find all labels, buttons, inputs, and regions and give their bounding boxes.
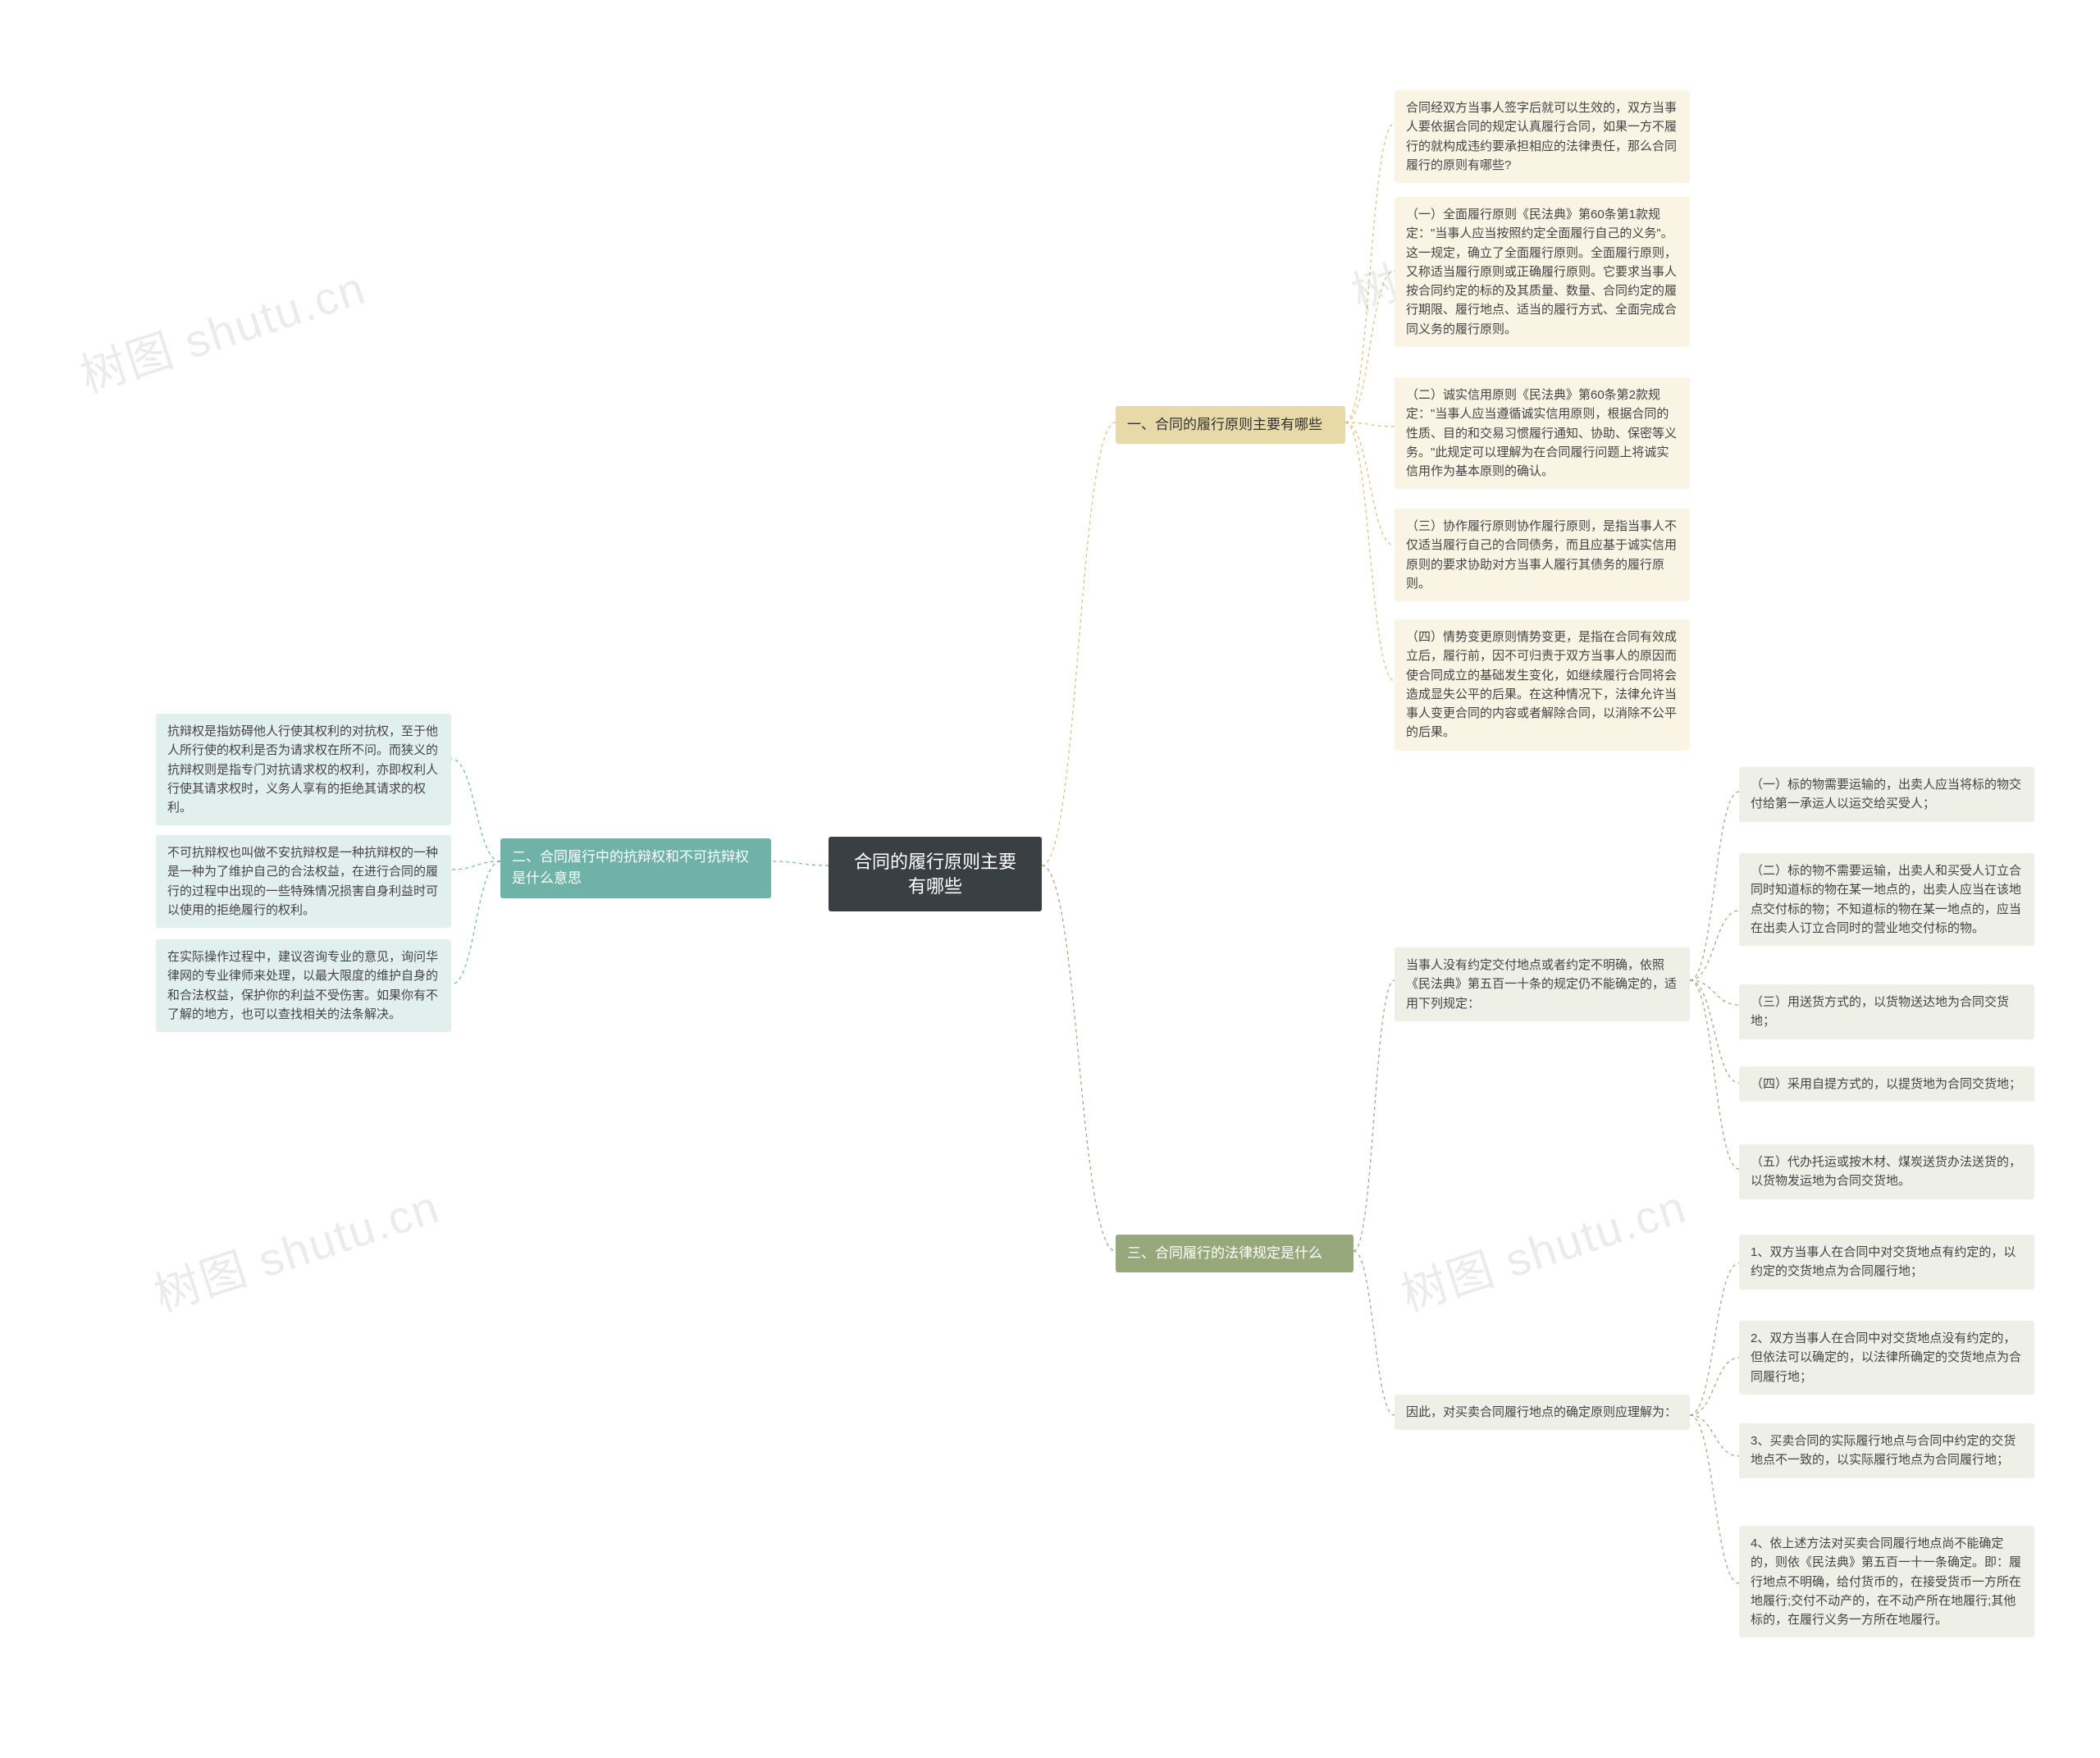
leaf-node: （五）代办托运或按木材、煤炭送货办法送货的，以货物发运地为合同交货地。 [1739,1144,2034,1199]
leaf-node: （一）标的物需要运输的，出卖人应当将标的物交付给第一承运人以运交给买受人； [1739,767,2034,822]
root-node: 合同的履行原则主要有哪些 [829,837,1042,911]
leaf-node: （四）采用自提方式的，以提货地为合同交货地； [1739,1066,2034,1102]
leaf-node: 1、双方当事人在合同中对交货地点有约定的，以约定的交货地点为合同履行地； [1739,1235,2034,1290]
branch-2: 二、合同履行中的抗辩权和不可抗辩权是什么意思 [500,838,771,898]
leaf-node: 2、双方当事人在合同中对交货地点没有约定的，但依法可以确定的，以法律所确定的交货… [1739,1321,2034,1395]
watermark: 树图 shutu.cn [71,251,373,406]
leaf-node: （三）用送货方式的，以货物送达地为合同交货地； [1739,984,2034,1039]
leaf-node: 4、依上述方法对买卖合同履行地点尚不能确定的，则依《民法典》第五百一十一条确定。… [1739,1526,2034,1637]
leaf-node: 抗辩权是指妨碍他人行使其权利的对抗权，至于他人所行使的权利是否为请求权在所不问。… [156,714,451,825]
leaf-node: 在实际操作过程中，建议咨询专业的意见，询问华律网的专业律师来处理，以最大限度的维… [156,939,451,1032]
leaf-node: （二）诚实信用原则《民法典》第60条第2款规定："当事人应当遵循诚实信用原则，根… [1395,377,1690,489]
sub-branch-3a: 当事人没有约定交付地点或者约定不明确，依照《民法典》第五百一十条的规定仍不能确定… [1395,947,1690,1021]
leaf-node: （二）标的物不需要运输，出卖人和买受人订立合同时知道标的物在某一地点的，出卖人应… [1739,853,2034,946]
leaf-node: 不可抗辩权也叫做不安抗辩权是一种抗辩权的一种是一种为了维护自己的合法权益，在进行… [156,835,451,928]
leaf-node: （四）情势变更原则情势变更，是指在合同有效成立后，履行前，因不可归责于双方当事人… [1395,619,1690,751]
branch-3: 三、合同履行的法律规定是什么 [1116,1235,1354,1272]
watermark: 树图 shutu.cn [1391,1170,1694,1325]
branch-1: 一、合同的履行原则主要有哪些 [1116,406,1345,444]
leaf-node: 合同经双方当事人签字后就可以生效的，双方当事人要依据合同的规定认真履行合同，如果… [1395,90,1690,183]
leaf-node: （三）协作履行原则协作履行原则，是指当事人不仅适当履行自己的合同债务，而且应基于… [1395,509,1690,601]
watermark: 树图 shutu.cn [144,1170,447,1325]
leaf-node: 3、买卖合同的实际履行地点与合同中约定的交货地点不一致的，以实际履行地点为合同履… [1739,1423,2034,1478]
sub-branch-3b: 因此，对买卖合同履行地点的确定原则应理解为： [1395,1395,1690,1430]
leaf-node: （一）全面履行原则《民法典》第60条第1款规定："当事人应当按照约定全面履行自己… [1395,197,1690,347]
